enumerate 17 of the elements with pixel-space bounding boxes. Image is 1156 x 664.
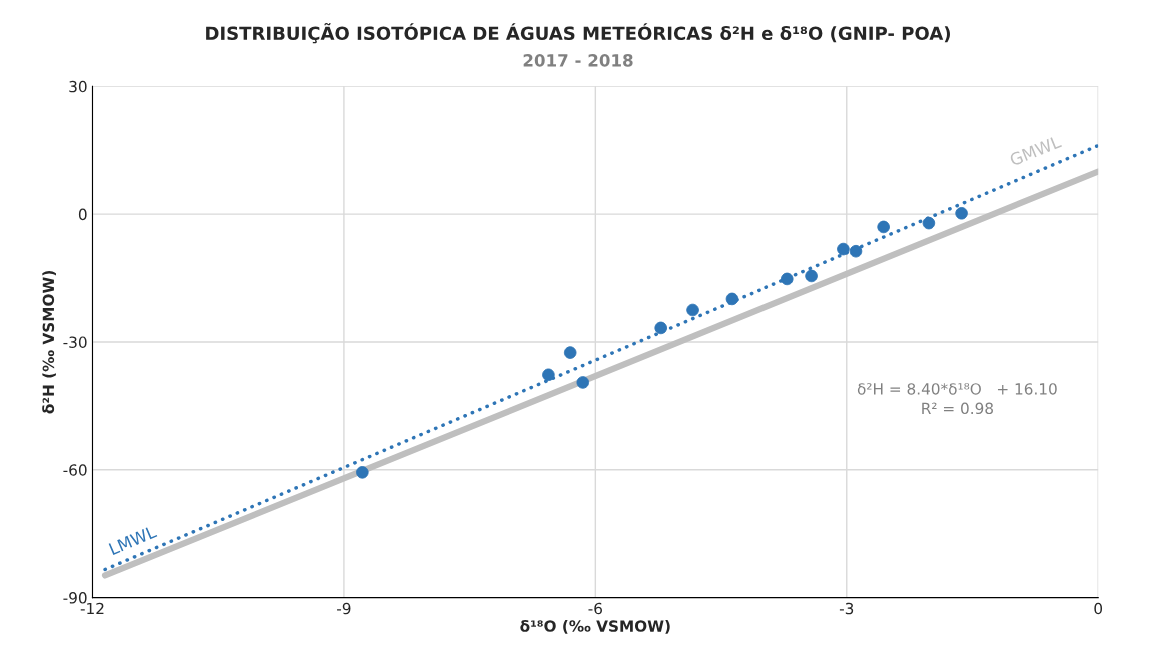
y-tick-label: -30 bbox=[63, 336, 87, 348]
x-tick-label: 0 bbox=[1094, 602, 1103, 615]
y-axis-title: δ²H (‰ VSMOW) bbox=[42, 271, 56, 414]
x-tick-label: -3 bbox=[839, 602, 854, 615]
chart-title: DISTRIBUIÇÃO ISOTÓPICA DE ÁGUAS METEÓRICAS δ²H e δ¹⁸O (GNIP- POA) bbox=[206, 22, 950, 44]
y-tick-label: -90 bbox=[63, 592, 87, 604]
y-tick-label: -60 bbox=[63, 464, 87, 476]
annotation: δ²H = 8.40*δ¹⁸O + 16.10 R² = 0.98 bbox=[857, 383, 1057, 415]
y-tick-label: 30 bbox=[69, 80, 87, 93]
chart-subtitle: 2017 - 2018 bbox=[523, 54, 633, 67]
x-axis-title: δ¹⁸O (‰ VSMOW) bbox=[520, 619, 670, 634]
text: LMWL bbox=[108, 525, 158, 555]
y-tick-label: 0 bbox=[78, 208, 87, 221]
x-tick-label: -6 bbox=[588, 602, 602, 615]
x-tick-label: -12 bbox=[80, 602, 104, 615]
x-tick-label: -9 bbox=[337, 602, 351, 615]
text: GMWL bbox=[1009, 134, 1063, 167]
